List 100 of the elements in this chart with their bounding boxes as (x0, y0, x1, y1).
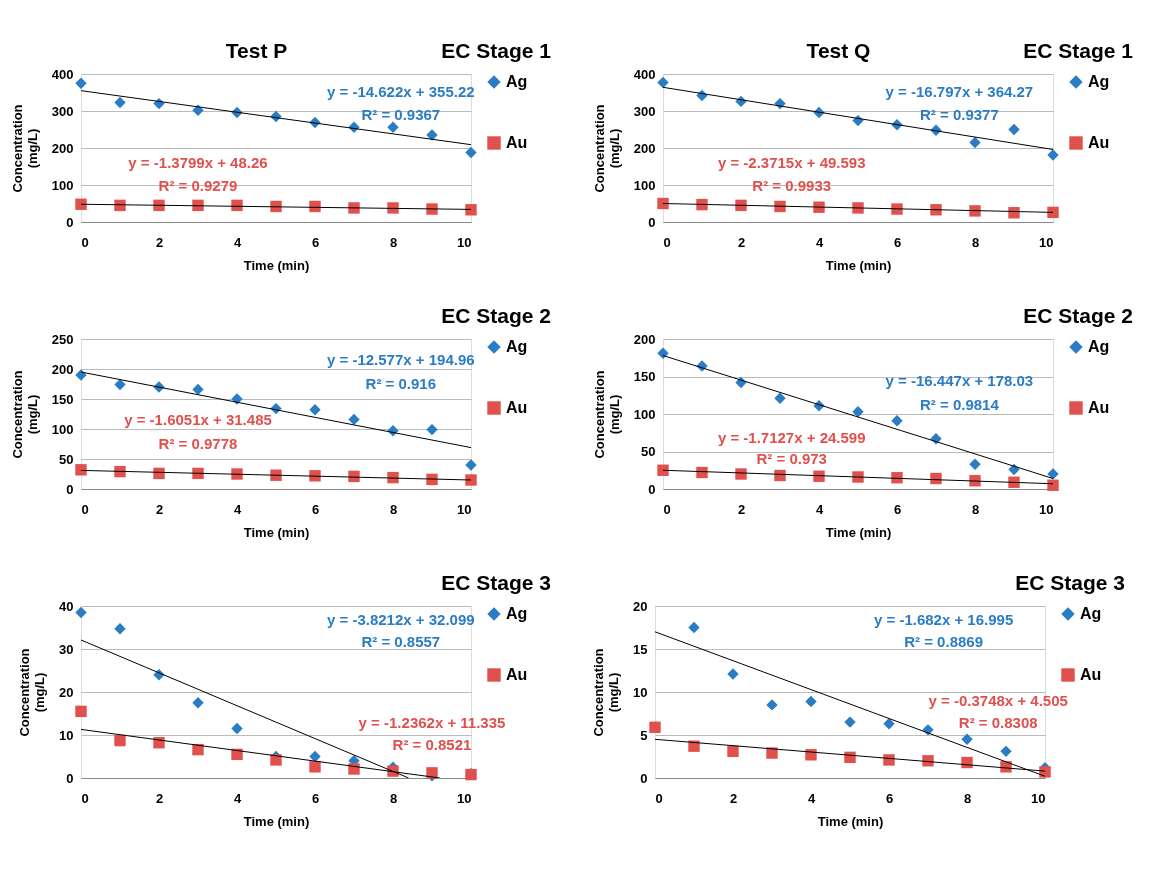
point (813, 470, 825, 482)
x-tick-label: 6 (885, 790, 894, 806)
chart-title: EC Stage 2 (1023, 304, 1133, 327)
y-tick-label: 40 (59, 598, 74, 614)
x-axis-title: Time (min) (825, 257, 892, 273)
point (1008, 123, 1020, 136)
annotation: y = -12.577x + 194.96 (326, 351, 475, 368)
point (657, 76, 669, 89)
x-tick-label: 8 (971, 234, 980, 250)
point (696, 466, 708, 479)
y-tick-label: 15 (633, 641, 648, 657)
point (1008, 463, 1020, 476)
annotation: y = -1.3799x + 48.26 (128, 153, 268, 171)
y-tick-label: 200 (633, 331, 656, 347)
point (153, 467, 165, 480)
point (844, 716, 856, 728)
point (805, 695, 817, 708)
point (75, 606, 87, 619)
point (309, 404, 321, 416)
x-tick-label: 10 (457, 501, 472, 517)
point (649, 721, 661, 733)
x-tick-label: 2 (737, 501, 746, 517)
y-tick-label: 200 (51, 361, 74, 377)
point (774, 469, 786, 482)
point (114, 199, 126, 212)
y-tick-label: 5 (640, 727, 648, 743)
x-tick-label: 10 (457, 790, 472, 806)
annotation: y = -16.447x + 178.03 (885, 372, 1034, 389)
point (192, 467, 204, 480)
y-tick-label: 10 (59, 727, 74, 743)
annotation: y = -1.7127x + 24.599 (717, 429, 866, 446)
point (1047, 206, 1059, 219)
y-tick-label: 400 (633, 66, 656, 82)
point (727, 668, 739, 680)
x-tick-label: 8 (389, 501, 398, 517)
point (891, 415, 903, 427)
point (727, 745, 739, 758)
legend-label: Ag (506, 73, 528, 90)
point (114, 465, 126, 478)
x-tick-label: 2 (737, 234, 746, 250)
y-tick-label: 150 (51, 391, 74, 407)
y-axis-title: Concentration (mg/L) (17, 648, 48, 737)
x-tick-label: 6 (311, 501, 320, 517)
x-tick-label: 0 (663, 501, 671, 517)
x-axis-title: Time (min) (243, 257, 310, 273)
point (969, 458, 981, 470)
annotation: y = -1.682x + 16.995 (873, 610, 1014, 628)
x-tick-label: 10 (457, 234, 472, 250)
y-tick-label: 100 (51, 177, 74, 193)
point (231, 199, 243, 212)
point (231, 722, 243, 735)
x-tick-label: 10 (1039, 501, 1054, 517)
x-tick-label: 2 (155, 501, 164, 517)
annotation: R² = 0.8869 (904, 633, 984, 651)
point (696, 198, 708, 211)
point (192, 697, 204, 709)
annotation: y = -1.2362x + 11.335 (358, 713, 506, 731)
point (774, 392, 786, 404)
y-tick-label: 200 (633, 140, 656, 156)
x-tick-label: 8 (971, 501, 980, 517)
point (961, 733, 973, 745)
legend-label: Au (506, 134, 528, 151)
point (114, 623, 126, 635)
x-axis-title: Time (min) (243, 813, 310, 829)
x-tick-label: 4 (233, 501, 242, 517)
annotation: R² = 0.8521 (392, 736, 472, 754)
x-tick-label: 4 (815, 501, 824, 517)
point (75, 77, 87, 89)
y-tick-label: 20 (633, 598, 648, 614)
point (114, 378, 126, 391)
point (153, 737, 165, 749)
point (930, 204, 942, 216)
annotation: R² = 0.9814 (919, 396, 1000, 413)
chart-title: EC Stage 2 (441, 304, 551, 327)
annotation: y = -2.3715x + 49.593 (717, 153, 866, 171)
point (969, 136, 981, 149)
y-tick-label: 50 (641, 444, 656, 459)
annotation: y = -16.797x + 364.27 (885, 82, 1034, 100)
point (75, 705, 87, 718)
x-axis-title: Time (min) (825, 524, 892, 540)
chart-title: EC Stage 1 (441, 39, 552, 62)
annotation: R² = 0.9279 (158, 177, 238, 195)
y-tick-label: 100 (633, 406, 656, 422)
annotation: y = -3.8212x + 32.099 (326, 610, 475, 628)
annotation: R² = 0.8308 (958, 713, 1038, 731)
x-tick-label: 0 (81, 790, 89, 806)
annotation: y = -1.6051x + 31.485 (124, 411, 272, 428)
annotation: R² = 0.9367 (361, 106, 441, 124)
x-tick-label: 10 (1031, 790, 1046, 806)
point (192, 199, 204, 212)
point (1008, 476, 1020, 488)
point (387, 202, 399, 214)
y-tick-label: 100 (633, 177, 656, 193)
x-tick-label: 0 (663, 234, 671, 250)
point (1047, 479, 1059, 491)
x-tick-label: 4 (807, 790, 816, 806)
x-tick-label: 6 (311, 790, 320, 806)
point (766, 699, 778, 711)
point (387, 121, 399, 133)
point (114, 734, 126, 747)
